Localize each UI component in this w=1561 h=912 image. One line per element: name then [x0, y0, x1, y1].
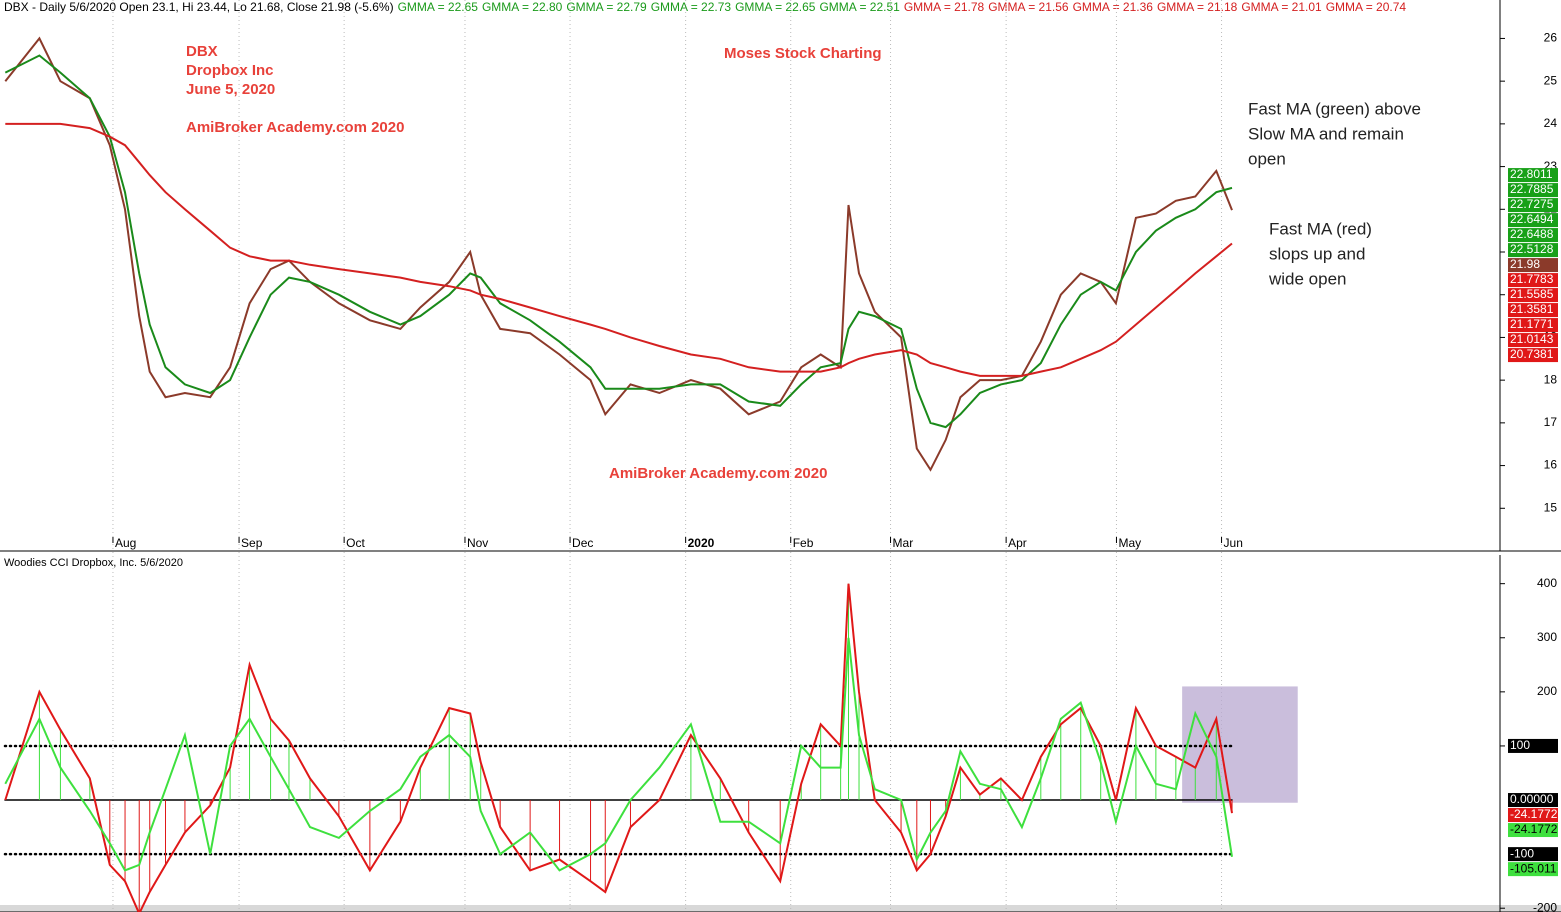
value-tag: [1508, 273, 1558, 288]
value-tag-label: 100: [1510, 738, 1530, 752]
price-header: DBX - Daily 5/6/2020 Open 23.1, Hi 23.44…: [4, 0, 1406, 14]
x-tick-label: Nov: [467, 536, 488, 550]
value-tag-label: 21.7783: [1510, 272, 1554, 286]
annotation: DBX: [186, 43, 218, 60]
highlight-box: [1182, 686, 1298, 803]
y-tick-label: 18: [1544, 372, 1558, 386]
header-gmma: GMMA = 21.78: [904, 0, 985, 14]
value-tag: [1508, 318, 1558, 333]
value-tag: [1508, 243, 1558, 258]
value-tag-label: 21.0143: [1510, 332, 1554, 346]
value-tag: [1508, 228, 1558, 243]
annotation: AmiBroker Academy.com 2020: [609, 465, 827, 482]
value-tag: [1508, 183, 1558, 198]
x-tick-label: Sep: [241, 536, 263, 550]
header-gmma: GMMA = 22.65: [735, 0, 816, 14]
value-tag-label: -24.1772: [1510, 822, 1558, 836]
value-tag: [1508, 258, 1558, 273]
value-tag: [1508, 738, 1558, 753]
value-tag: [1508, 168, 1558, 183]
x-tick-label: Aug: [115, 536, 136, 550]
x-tick-label: Mar: [893, 536, 914, 550]
note: slops up and: [1269, 244, 1365, 263]
header-gmma: GMMA = 22.79: [566, 0, 647, 14]
value-tag-label: 20.7381: [1510, 347, 1554, 361]
x-tick-label: Feb: [793, 536, 814, 550]
y-tick-label: 200: [1537, 684, 1557, 698]
header-gmma: GMMA = 21.01: [1241, 0, 1322, 14]
value-tag-label: -100: [1510, 846, 1534, 860]
value-tag: [1508, 333, 1558, 348]
y-tick-label: 26: [1544, 31, 1558, 45]
series-line: [4, 36, 1233, 472]
value-tag-label: 21.98: [1510, 257, 1540, 271]
value-tag: [1508, 823, 1558, 838]
cci-title: Woodies CCI Dropbox, Inc. 5/6/2020: [4, 557, 183, 569]
series-line: [4, 637, 1233, 872]
value-tag-label: 21.1771: [1510, 317, 1554, 331]
header-gmma: GMMA = 21.36: [1073, 0, 1154, 14]
y-tick-label: 16: [1544, 458, 1558, 472]
value-tag: [1508, 808, 1558, 823]
y-tick-label: 24: [1544, 116, 1558, 130]
value-tag-label: 21.3581: [1510, 302, 1554, 316]
value-tag-label: 0.00000: [1510, 792, 1554, 806]
y-tick-label: 400: [1537, 576, 1557, 590]
note: wide open: [1268, 269, 1347, 288]
value-tag-label: 22.7885: [1510, 182, 1554, 196]
value-tag-label: 22.8011: [1510, 167, 1553, 181]
header-gmma: GMMA = 20.74: [1326, 0, 1407, 14]
sheet-tabs[interactable]: [0, 905, 1561, 912]
x-tick-label: Dec: [572, 536, 593, 550]
x-tick-label: Apr: [1008, 536, 1027, 550]
annotation: June 5, 2020: [186, 81, 275, 98]
series-line: [5, 122, 1233, 377]
annotation: AmiBroker Academy.com 2020: [186, 119, 404, 136]
y-tick-label: -200: [1533, 900, 1557, 912]
value-tag: [1508, 288, 1558, 303]
note: Fast MA (red): [1269, 219, 1372, 238]
y-tick-label: 17: [1544, 415, 1558, 429]
header-gmma: GMMA = 21.56: [988, 0, 1069, 14]
x-tick-label: 2020: [688, 536, 715, 550]
value-tag-label: 22.7275: [1510, 197, 1554, 211]
annotation: Moses Stock Charting: [724, 45, 882, 62]
value-tag-label: 22.6494: [1510, 212, 1554, 226]
value-tag-label: -24.1772: [1510, 807, 1558, 821]
y-tick-label: 15: [1544, 500, 1558, 514]
value-tag: [1508, 793, 1558, 808]
x-tick-label: May: [1118, 536, 1141, 550]
y-tick-label: 25: [1544, 73, 1558, 87]
note: Fast MA (green) above: [1248, 99, 1421, 118]
header-gmma: GMMA = 22.73: [651, 0, 732, 14]
series-line: [4, 54, 1233, 429]
value-tag-label: -105.011: [1510, 861, 1557, 875]
value-tag-label: 22.5128: [1510, 242, 1554, 256]
header-gmma: GMMA = 22.65: [398, 0, 479, 14]
value-tag: [1508, 862, 1558, 877]
header-main: DBX - Daily 5/6/2020 Open 23.1, Hi 23.44…: [4, 0, 394, 14]
header-text: DBX - Daily 5/6/2020 Open 23.1, Hi 23.44…: [4, 0, 1406, 14]
note: open: [1248, 149, 1286, 168]
header-gmma: GMMA = 22.51: [819, 0, 900, 14]
value-tag: [1508, 303, 1558, 318]
value-tag: [1508, 213, 1558, 228]
annotation: Dropbox Inc: [186, 62, 274, 79]
value-tag: [1508, 348, 1558, 363]
value-tag-label: 21.5585: [1510, 287, 1554, 301]
header-gmma: GMMA = 22.80: [482, 0, 563, 14]
value-tag: [1508, 198, 1558, 213]
x-tick-label: Oct: [346, 536, 365, 550]
note: Slow MA and remain: [1248, 124, 1404, 143]
x-tick-label: Jun: [1224, 536, 1243, 550]
value-tag: [1508, 847, 1558, 862]
y-tick-label: 300: [1537, 630, 1557, 644]
value-tag-label: 22.6488: [1510, 227, 1554, 241]
header-gmma: GMMA = 21.18: [1157, 0, 1238, 14]
